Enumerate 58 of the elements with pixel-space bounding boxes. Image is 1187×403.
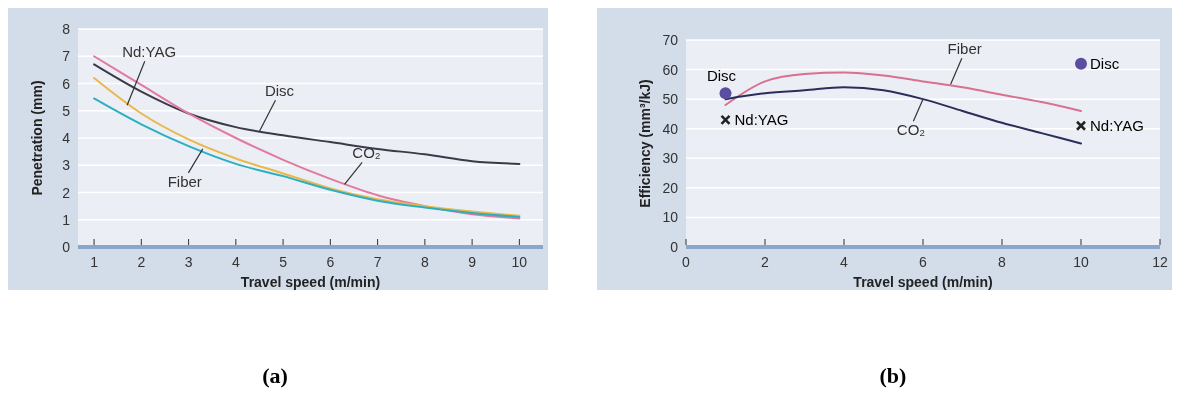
annotation: Disc xyxy=(264,82,295,100)
y-tick-label: 20 xyxy=(662,179,679,196)
series-label: Nd:YAG xyxy=(1090,116,1144,134)
x-tick-label: 8 xyxy=(998,254,1007,270)
x-tick-label: 8 xyxy=(420,254,429,270)
y-tick-label: 0 xyxy=(62,239,71,255)
y-tick-label: 10 xyxy=(662,209,679,226)
x-tick-label: 10 xyxy=(511,254,528,270)
x-tick-label: 0 xyxy=(682,254,691,270)
x-tick-label: 5 xyxy=(279,254,288,270)
y-axis-title: Penetration (mm) xyxy=(29,80,45,196)
y-tick-label: 70 xyxy=(662,32,679,48)
y-tick-label: 50 xyxy=(662,91,679,108)
point xyxy=(1075,57,1087,70)
y-tick-label: 0 xyxy=(670,239,679,255)
point xyxy=(719,87,732,100)
annotation: Fiber xyxy=(167,172,202,190)
text: (b) xyxy=(879,363,907,388)
text: Nd:YAG xyxy=(734,110,789,128)
x-tick-label: 12 xyxy=(1152,254,1168,270)
x-tick-label: 9 xyxy=(468,254,477,270)
annotation: CO₂ xyxy=(896,121,926,139)
y-tick-label: 40 xyxy=(662,120,679,137)
y-tick-label: 8 xyxy=(62,21,71,37)
annotation: CO₂ xyxy=(352,144,381,162)
y-tick-label: 5 xyxy=(62,102,71,119)
y-tick-label: 4 xyxy=(62,130,71,146)
y-tick-label: 6 xyxy=(62,75,71,92)
line-series xyxy=(93,63,521,165)
y-tick-label: 3 xyxy=(62,157,71,174)
y-tick-label: 7 xyxy=(62,48,71,65)
x-tick-label: 1 xyxy=(90,254,99,270)
y-axis-title: Efficiency (mm³/kJ) xyxy=(637,79,653,208)
y-tick-label: 1 xyxy=(62,211,71,228)
point xyxy=(1075,120,1087,132)
x-tick-label: 3 xyxy=(184,254,193,270)
annotation: Nd:YAG xyxy=(122,43,177,61)
y-tick-label: 2 xyxy=(62,184,71,201)
text: Disc xyxy=(706,67,737,85)
x-axis-title: Travel speed (m/min) xyxy=(853,274,993,290)
x-tick-label: 4 xyxy=(840,254,849,270)
line-series xyxy=(93,77,521,217)
line-series xyxy=(93,97,521,219)
point xyxy=(720,114,731,126)
series-label: Disc xyxy=(1090,54,1120,72)
x-tick-label: 10 xyxy=(1073,254,1089,270)
annotation: Fiber xyxy=(947,40,982,58)
x-tick-label: 7 xyxy=(373,254,382,270)
y-tick-label: 60 xyxy=(662,61,679,78)
y-tick-label: 30 xyxy=(662,150,679,167)
x-tick-label: 2 xyxy=(761,254,770,270)
x-tick-label: 4 xyxy=(231,254,240,270)
x-tick-label: 6 xyxy=(326,254,335,270)
line-series xyxy=(93,55,521,220)
text: (a) xyxy=(262,363,288,388)
x-tick-label: 2 xyxy=(137,254,146,270)
x-axis-title: Travel speed (m/min) xyxy=(240,274,381,290)
x-tick-label: 6 xyxy=(919,254,928,270)
